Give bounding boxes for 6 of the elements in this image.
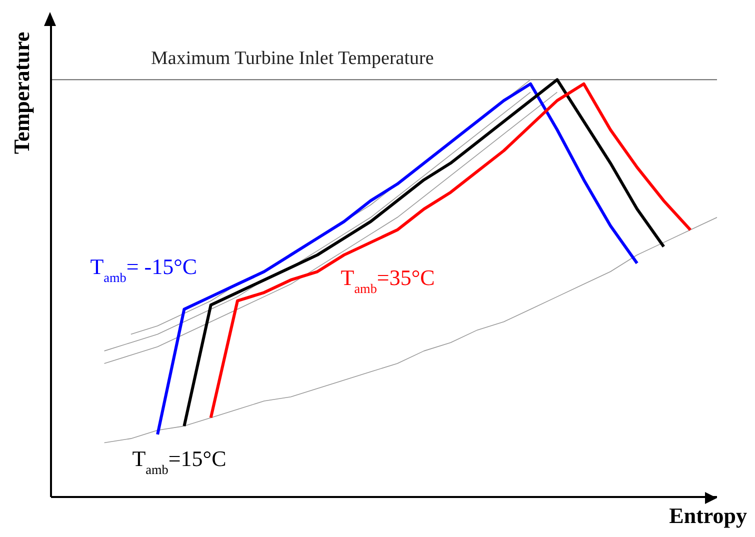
- series-label: T$_{amb}$=15°C: [132, 446, 226, 477]
- series-label: T$_{amb}$=35°C: [340, 264, 435, 296]
- y-axis-title: Temperature: [9, 32, 34, 154]
- ref-line-label: Maximum Turbine Inlet Temperature: [151, 48, 434, 70]
- series-label: T$_{amb}$= -15°C: [90, 254, 198, 285]
- x-axis-title: Entropy: [669, 503, 747, 528]
